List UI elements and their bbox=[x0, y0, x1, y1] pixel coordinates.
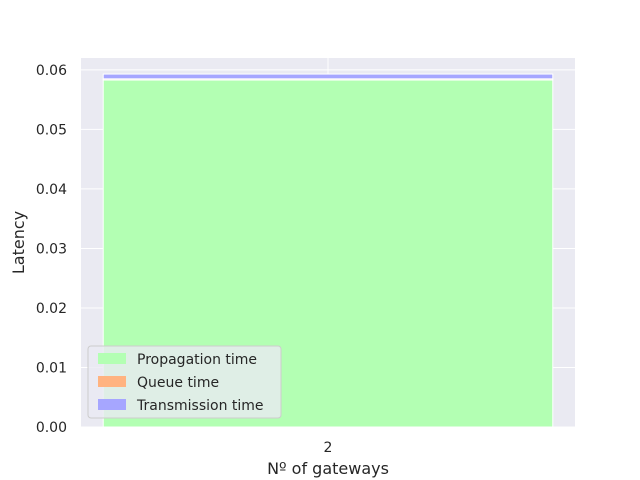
y-axis-ticks: 0.00 0.01 0.02 0.03 0.04 0.05 0.06 bbox=[36, 63, 67, 436]
x-axis-label: Nº of gateways bbox=[267, 459, 389, 478]
legend-swatch bbox=[98, 376, 126, 387]
y-tick-label: 0.04 bbox=[36, 182, 67, 198]
legend-swatch bbox=[98, 353, 126, 364]
y-tick-label: 0.00 bbox=[36, 420, 67, 436]
legend-label: Queue time bbox=[137, 375, 219, 391]
x-tick-label: 2 bbox=[324, 440, 333, 456]
y-tick-label: 0.01 bbox=[36, 360, 67, 376]
y-tick-label: 0.02 bbox=[36, 301, 67, 317]
y-axis-label: Latency bbox=[9, 211, 28, 274]
legend-label: Propagation time bbox=[137, 352, 257, 368]
y-tick-label: 0.05 bbox=[36, 122, 67, 138]
y-tick-label: 0.03 bbox=[36, 241, 67, 257]
legend-box bbox=[87, 345, 282, 419]
x-axis-ticks: 2 bbox=[324, 440, 333, 456]
legend: Propagation time Queue time Transmission t… bbox=[87, 345, 282, 419]
legend-label: Transmission time bbox=[136, 398, 264, 414]
legend-swatch bbox=[98, 399, 126, 410]
bar-segment-transmission-time bbox=[102, 73, 554, 80]
y-tick-label: 0.06 bbox=[36, 63, 67, 79]
